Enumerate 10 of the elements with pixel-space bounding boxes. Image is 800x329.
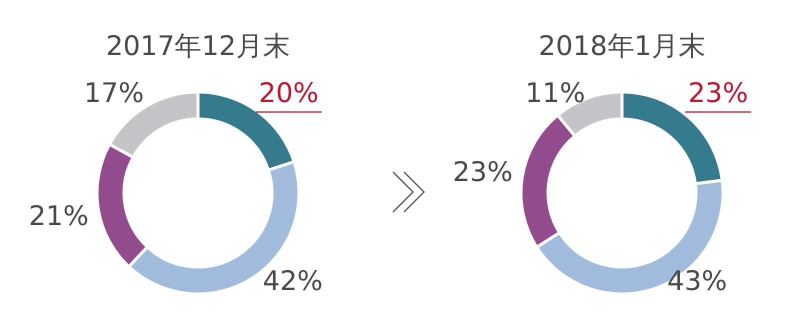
data-label: 21%: [28, 201, 89, 232]
data-label: 17%: [84, 78, 144, 109]
chart-title: 2017年12月末: [106, 31, 290, 62]
data-label: 42%: [262, 266, 323, 297]
data-label: 43%: [667, 266, 728, 297]
chart-title: 2018年1月末: [538, 31, 706, 62]
data-label: 23%: [688, 78, 748, 109]
data-label: 23%: [452, 156, 513, 188]
data-label: 20%: [258, 78, 319, 109]
data-label: 11%: [525, 78, 586, 109]
